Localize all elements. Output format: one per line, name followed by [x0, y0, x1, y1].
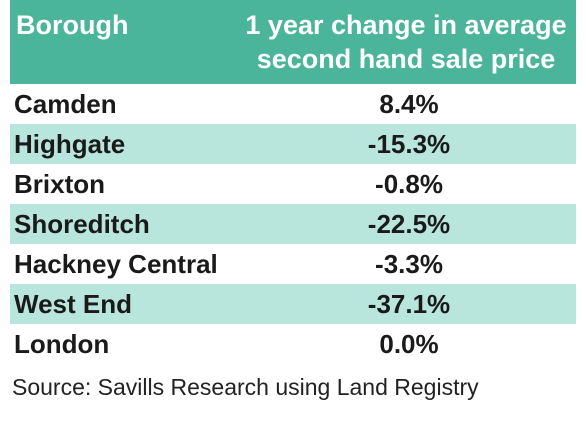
header-borough: Borough [16, 10, 129, 40]
borough-cell: Brixton [14, 168, 105, 199]
table-row-shoreditch: Shoreditch -22.5% [10, 204, 576, 244]
change-cell: -0.8% [375, 168, 443, 199]
header-price-change-line2: second hand sale price [256, 44, 556, 74]
change-cell: 8.4% [379, 88, 439, 119]
change-cell: -15.3% [367, 128, 451, 159]
table-row-london: London 0.0% [10, 324, 576, 364]
table-row-brixton: Brixton -0.8% [10, 164, 576, 204]
header-price-change-line1: 1 year change in average [245, 10, 567, 40]
table-row-west-end: West End -37.1% [10, 284, 576, 324]
table-row-hackney-central: Hackney Central -3.3% [10, 244, 576, 284]
borough-cell: Hackney Central [14, 248, 218, 279]
table-header: Borough 1 year change in average second … [10, 0, 576, 84]
table-row-camden: Camden 8.4% [10, 84, 576, 124]
change-cell: -3.3% [375, 248, 443, 279]
borough-cell: London [14, 328, 110, 359]
header-price-change: 1 year change in average second hand sal… [236, 0, 576, 84]
borough-cell: Camden [14, 88, 117, 119]
change-cell: -22.5% [367, 208, 451, 239]
borough-cell: Highgate [14, 128, 126, 159]
borough-cell: Shoreditch [14, 208, 150, 239]
change-cell: 0.0% [379, 328, 439, 359]
source-note: Source: Savills Research using Land Regi… [12, 374, 479, 400]
borough-cell: West End [14, 288, 132, 319]
table-row-highgate: Highgate -15.3% [10, 124, 576, 164]
change-cell: -37.1% [367, 288, 451, 319]
price-change-table: Borough 1 year change in average second … [10, 0, 576, 364]
